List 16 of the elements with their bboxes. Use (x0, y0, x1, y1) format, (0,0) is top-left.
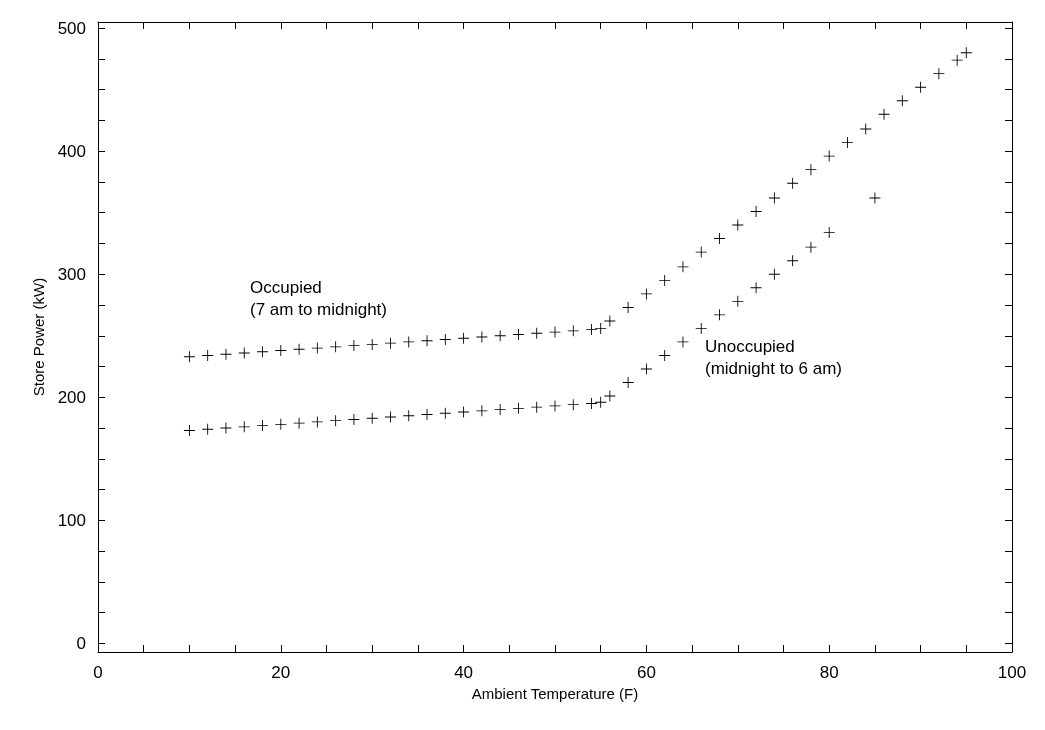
y-tick-label: 300 (57, 264, 86, 284)
x-tick-label: 40 (454, 663, 474, 682)
y-axis-title: Store Power (kW) (30, 277, 47, 397)
y-tick-label: 500 (57, 18, 86, 38)
x-tick-label: 0 (93, 663, 103, 682)
annotation: Occupied (7 am to midnight) (250, 277, 387, 319)
y-tick-label: 200 (57, 387, 86, 407)
y-tick-label: 400 (57, 141, 86, 161)
annotation: Unoccupied (midnight to 6 am) (705, 336, 842, 378)
x-tick-label: 60 (636, 663, 656, 682)
x-tick-label: 80 (819, 663, 839, 682)
x-tick-label: 20 (271, 663, 291, 682)
x-tick-label: 100 (997, 663, 1027, 682)
y-tick-label: 0 (76, 633, 86, 653)
y-tick-label: 100 (57, 510, 86, 530)
x-axis-title: Ambient Temperature (F) (471, 684, 639, 702)
